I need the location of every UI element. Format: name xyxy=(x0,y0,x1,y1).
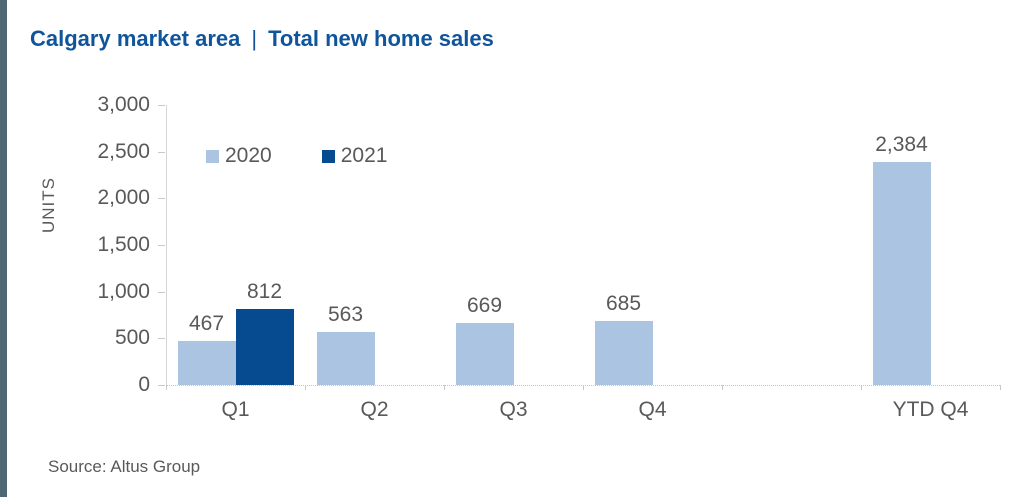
bar-2020-Q2 xyxy=(316,332,375,385)
y-tick-label: 1,000 xyxy=(97,279,150,303)
x-axis-tick xyxy=(722,385,723,390)
y-axis-tick xyxy=(158,151,165,153)
bar-value-label: 467 xyxy=(188,312,225,336)
bar-value-label: 812 xyxy=(246,280,283,304)
chart-title-separator: | xyxy=(251,26,258,51)
bar-value-label: 685 xyxy=(605,292,642,316)
x-category-label: Q3 xyxy=(499,398,528,421)
legend-item-2020: 2020 xyxy=(206,144,272,168)
source-note: Source: Altus Group xyxy=(48,457,201,476)
legend-item-2021: 2021 xyxy=(321,144,388,168)
x-axis-tick xyxy=(444,385,445,390)
y-tick-label: 3,000 xyxy=(97,93,150,116)
x-category-label: Q1 xyxy=(221,398,250,421)
bar-2020-Q1 xyxy=(177,341,236,385)
bar-value-label: 669 xyxy=(466,293,503,317)
y-tick-label: 2,500 xyxy=(97,139,150,163)
x-axis-tick xyxy=(583,385,584,390)
y-axis-tick xyxy=(158,105,165,106)
y-tick-label: 2,000 xyxy=(97,186,150,210)
bar-value-label: 2,384 xyxy=(875,133,928,157)
bar-2020-YTD Q4 xyxy=(872,162,931,385)
legend-swatch xyxy=(321,149,335,163)
y-tick-label: 500 xyxy=(114,326,150,350)
x-category-label: Q2 xyxy=(360,398,389,421)
y-axis-tick xyxy=(158,291,165,293)
y-axis-line xyxy=(166,105,167,385)
y-tick-label: 0 xyxy=(138,373,150,396)
x-category-label: YTD Q4 xyxy=(892,398,969,421)
x-category-label: Q4 xyxy=(638,398,667,421)
bar-2020-Q4 xyxy=(594,321,653,385)
bar-value-label: 563 xyxy=(327,303,364,327)
y-axis-tick xyxy=(158,338,165,340)
chart-title-left: Calgary market area xyxy=(30,26,241,51)
bar-2021-Q1 xyxy=(235,309,294,385)
legend-label: 2020 xyxy=(225,144,272,167)
legend-swatch xyxy=(206,149,219,163)
y-axis-tick xyxy=(158,198,165,200)
bar-2020-Q3 xyxy=(455,322,514,385)
chart-title: Calgary market area | Total new home sales xyxy=(30,26,494,52)
x-axis-tick xyxy=(166,385,167,390)
y-axis-tick xyxy=(158,385,165,386)
y-axis-tick xyxy=(158,245,165,246)
x-axis-tick xyxy=(861,385,862,390)
chart-title-right: Total new home sales xyxy=(268,26,494,51)
legend-label: 2021 xyxy=(340,144,388,167)
x-axis-tick xyxy=(1000,385,1001,390)
x-axis-tick xyxy=(305,385,306,390)
y-tick-label: 1,500 xyxy=(97,233,150,256)
left-accent-strip xyxy=(0,0,7,497)
legend: 2020 2021 xyxy=(206,144,387,168)
